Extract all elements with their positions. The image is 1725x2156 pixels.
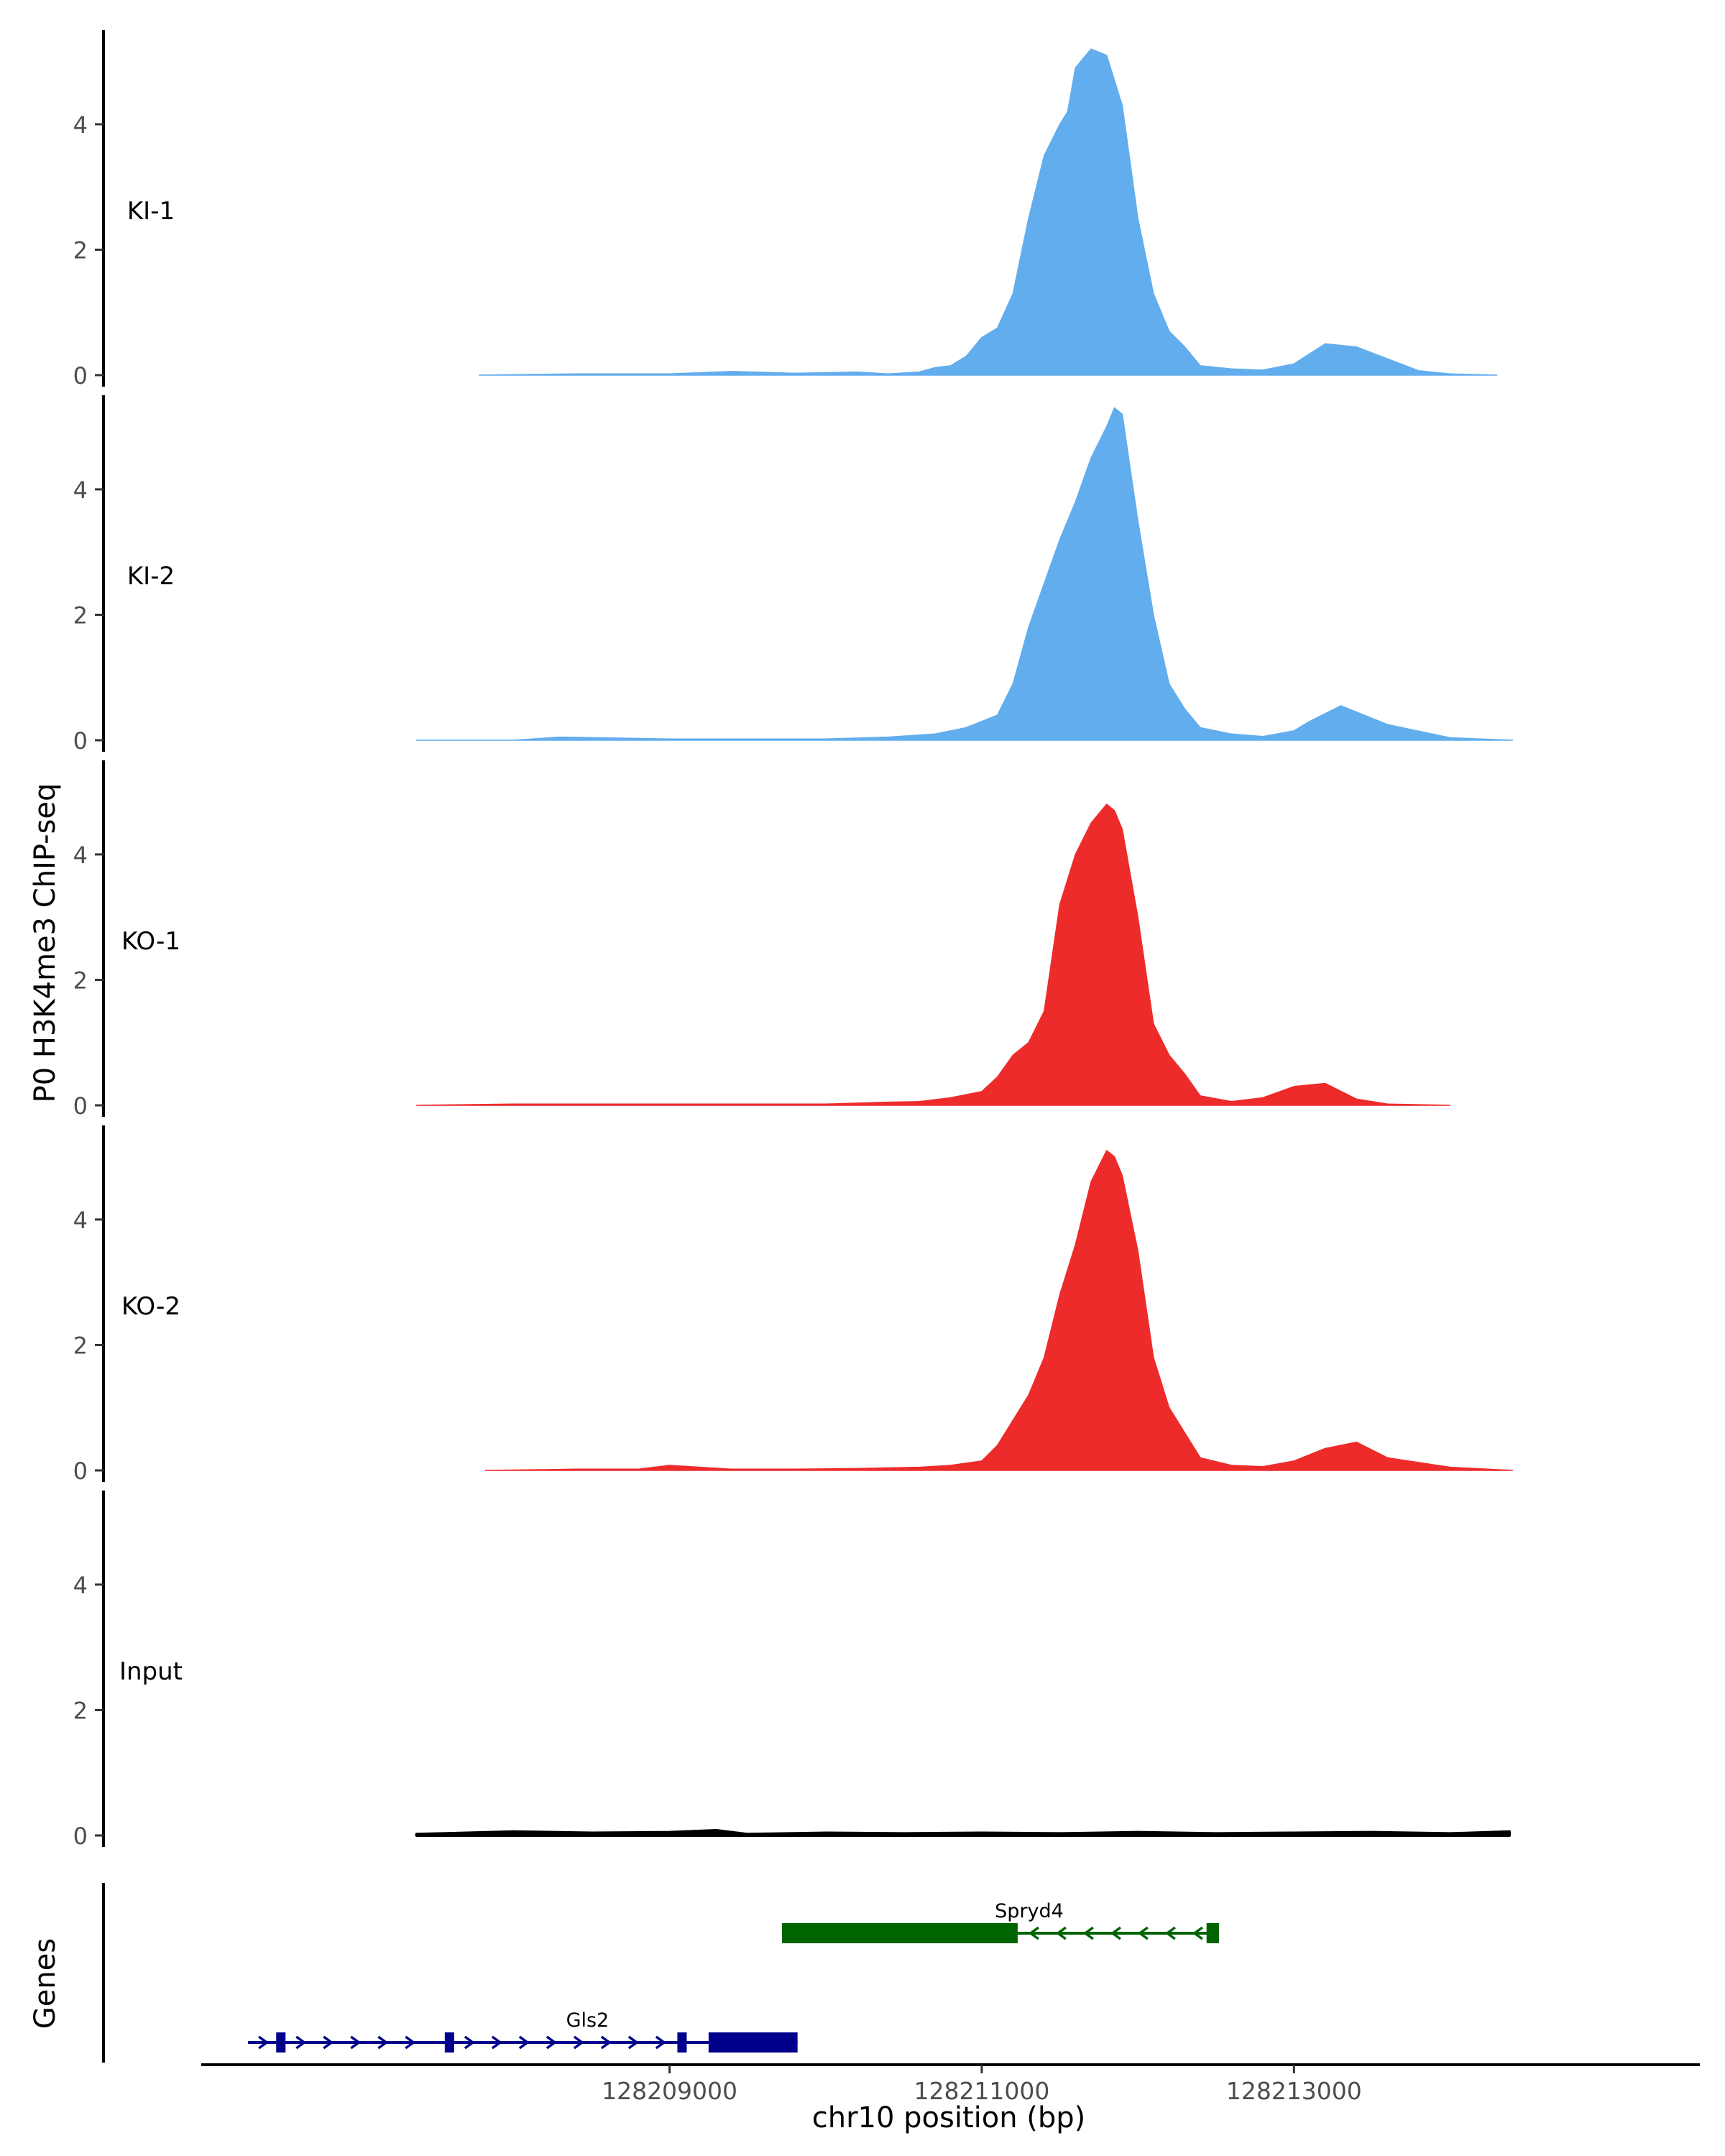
strand-arrow (546, 2035, 557, 2050)
y-tick-label: 0 (73, 1457, 88, 1485)
strand-arrow (295, 2035, 307, 2050)
strand-arrow (323, 2035, 334, 2050)
strand-arrow (377, 2035, 389, 2050)
track-ki-2: 0 2 4 KI-2 (73, 395, 1514, 755)
y-tick-label: 4 (73, 111, 88, 139)
strand-arrow (491, 2035, 502, 2050)
y-tick-label: 2 (73, 236, 88, 264)
strand-arrow (627, 2035, 639, 2050)
signal-area-input (415, 1829, 1511, 1837)
x-tick-label: 128211000 (914, 2077, 1049, 2105)
gene-exon (444, 2032, 454, 2053)
gene-label-spryd4: Spryd4 (995, 1900, 1064, 1922)
x-axis: 128209000 128211000 128213000 (201, 2063, 1700, 2105)
x-tick-label: 128213000 (1226, 2077, 1362, 2105)
gene-exon (708, 2032, 798, 2053)
strand-arrow (1082, 1926, 1094, 1940)
track-label-ki-1: KI-1 (127, 197, 175, 226)
y-tick-label: 0 (73, 1823, 88, 1850)
y-tick-label: 2 (73, 967, 88, 994)
y-tick-label: 4 (73, 476, 88, 504)
strand-arrow (405, 2035, 416, 2050)
strand-arrow (600, 2035, 612, 2050)
strand-arrow (1055, 1926, 1067, 1940)
gene-exon (781, 1923, 1018, 1943)
strand-arrow (573, 2035, 584, 2050)
y-axis-title: P0 H3K4me3 ChIP-seq (29, 783, 62, 1103)
y-tick-label: 0 (73, 727, 88, 755)
strand-arrow (1192, 1926, 1203, 1940)
track-ki-1: 0 2 4 KI-1 (73, 30, 1498, 390)
y-tick-label: 2 (73, 1332, 88, 1359)
strand-arrow (350, 2035, 362, 2050)
tracks-layer: 0 2 4 KI-1 0 2 4 KI-2 0 2 4 KO-1 0 2 4 KO-2 0 2 4 Input (73, 30, 1514, 1850)
track-label-ko-1: KO-1 (121, 927, 180, 956)
y-tick-label: 4 (73, 842, 88, 869)
y-tick-label: 0 (73, 362, 88, 390)
gene-spryd4: Spryd4 (781, 1900, 1220, 1943)
signal-area-ko-2 (484, 1150, 1514, 1471)
gene-exon (677, 2032, 687, 2053)
gene-gls2: Gls2 (248, 2009, 798, 2053)
strand-arrow (518, 2035, 530, 2050)
strand-arrow (655, 2035, 666, 2050)
x-axis-title: chr10 position (bp) (812, 2101, 1086, 2134)
y-tick-label: 0 (73, 1092, 88, 1120)
genes-layer: Spryd4 Gls2 (102, 1883, 1220, 2063)
signal-area-ki-2 (415, 407, 1514, 741)
track-ko-2: 0 2 4 KO-2 (73, 1125, 1514, 1485)
gene-label-gls2: Gls2 (566, 2009, 610, 2032)
y-tick-label: 4 (73, 1207, 88, 1234)
y-tick-label: 4 (73, 1572, 88, 1599)
signal-area-ko-1 (415, 803, 1451, 1106)
y-tick-label: 2 (73, 1697, 88, 1724)
genes-panel-title: Genes (29, 1938, 62, 2029)
strand-arrow (1028, 1926, 1039, 1940)
track-ko-1: 0 2 4 KO-1 (73, 760, 1451, 1120)
gene-exon (276, 2032, 286, 2053)
strand-arrow (1110, 1926, 1121, 1940)
gene-exon (1206, 1923, 1220, 1943)
signal-area-ki-1 (478, 48, 1498, 376)
strand-arrow (1164, 1926, 1176, 1940)
track-label-input: Input (119, 1657, 183, 1686)
strand-arrow (464, 2035, 475, 2050)
x-tick-label: 128209000 (602, 2077, 737, 2105)
strand-arrow (258, 2035, 270, 2050)
track-label-ki-2: KI-2 (127, 562, 175, 591)
track-label-ko-2: KO-2 (121, 1292, 180, 1321)
y-tick-label: 2 (73, 602, 88, 629)
strand-arrow (1137, 1926, 1149, 1940)
track-input: 0 2 4 Input (73, 1491, 1511, 1850)
